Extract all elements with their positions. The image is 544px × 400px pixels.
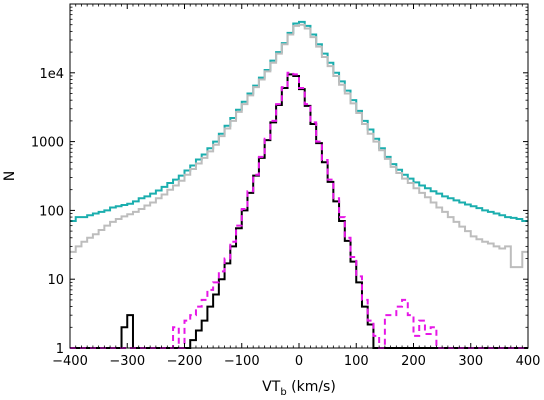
y-axis-title: N [2,171,18,181]
series-line-1 [70,20,528,223]
x-tick-label: −100 [224,354,260,369]
x-tick-label: 100 [344,354,369,369]
x-axis-title-unit: (km/s) [287,379,336,395]
plot-frame [69,3,529,349]
y-tick-label: 1000 [31,136,64,151]
x-axis: −400 −300 −200 −100 0 100 200 300 400 [52,4,540,369]
y-tick-label: 1 [56,342,64,357]
x-tick-label: −400 [52,354,88,369]
x-axis-title: VTb (km/s) [262,379,336,398]
x-tick-label: 0 [295,354,303,369]
x-tick-label: −200 [167,354,203,369]
series-line-2 [70,23,528,269]
x-axis-title-main: VT [262,379,281,395]
x-tick-label: 200 [401,354,426,369]
x-tick-label: 400 [516,354,541,369]
y-tick-label: 1e4 [39,67,64,82]
x-tick-label: −300 [109,354,145,369]
x-axis-title-subscript: b [280,387,286,398]
y-axis: 1 10 100 1000 1e4 [31,6,528,357]
series-layer [70,20,528,349]
x-tick-label: 300 [458,354,483,369]
y-tick-label: 100 [39,204,64,219]
y-tick-label: 10 [47,273,64,288]
